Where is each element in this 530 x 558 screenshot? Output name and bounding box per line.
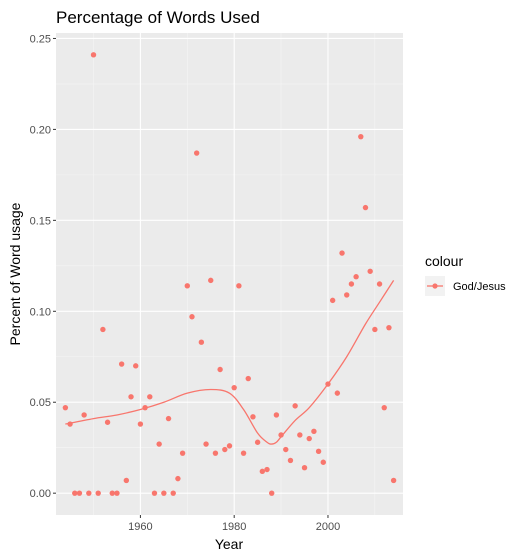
data-point xyxy=(86,490,92,496)
data-point xyxy=(81,412,87,418)
y-tick-label: 0.20 xyxy=(30,124,51,136)
data-point xyxy=(76,490,83,496)
data-point xyxy=(353,274,359,280)
data-point xyxy=(100,326,106,333)
data-point xyxy=(301,465,308,471)
data-point xyxy=(179,450,186,456)
x-tick-label: 1960 xyxy=(128,521,152,533)
data-point xyxy=(175,475,181,482)
y-axis: 0.00 0.05 0.10 0.15 0.20 0.25 xyxy=(30,33,56,500)
data-point xyxy=(137,421,144,427)
data-point xyxy=(250,414,256,420)
data-point xyxy=(203,441,209,447)
data-point xyxy=(90,52,97,58)
data-point xyxy=(287,457,294,464)
data-point xyxy=(283,446,289,453)
data-point xyxy=(372,326,378,333)
data-point xyxy=(339,250,345,256)
x-tick-label: 1980 xyxy=(222,521,246,533)
y-tick-label: 0.15 xyxy=(30,215,51,227)
y-tick-label: 0.05 xyxy=(30,397,51,409)
x-tick-label: 2000 xyxy=(316,521,340,533)
data-point xyxy=(231,384,237,391)
data-point xyxy=(367,268,373,274)
data-point xyxy=(123,477,130,484)
data-point xyxy=(376,281,383,287)
data-point xyxy=(240,450,247,456)
data-point xyxy=(222,446,228,453)
data-point xyxy=(386,324,392,331)
data-point xyxy=(259,468,266,475)
plot-panel xyxy=(56,33,403,515)
data-point xyxy=(236,283,242,289)
legend-key-point xyxy=(432,283,438,289)
legend-title: colour xyxy=(425,253,463,269)
data-point xyxy=(362,204,369,211)
x-axis: 1960 1980 2000 xyxy=(128,515,340,533)
data-point xyxy=(208,277,214,284)
data-point xyxy=(254,439,261,445)
x-axis-title: Year xyxy=(215,536,244,552)
data-point xyxy=(292,403,298,409)
data-point xyxy=(198,339,205,345)
data-point xyxy=(147,394,153,400)
data-point xyxy=(306,435,312,442)
grid xyxy=(56,33,403,515)
data-point xyxy=(278,432,284,438)
data-point xyxy=(67,421,73,427)
data-point xyxy=(245,375,251,382)
data-point xyxy=(226,443,233,449)
data-point xyxy=(269,490,275,496)
data-point xyxy=(390,477,397,484)
data-point xyxy=(156,441,162,447)
data-point xyxy=(329,297,336,304)
y-tick-label: 0.00 xyxy=(30,488,51,500)
data-point xyxy=(133,363,139,369)
points-layer xyxy=(62,52,397,496)
data-point xyxy=(118,361,125,367)
data-point xyxy=(217,366,223,373)
data-point xyxy=(95,490,101,496)
legend-label-god-jesus: God/Jesus xyxy=(453,281,506,293)
data-point xyxy=(212,450,219,456)
legend: colour God/Jesus xyxy=(425,253,506,296)
data-point xyxy=(170,490,176,496)
data-point xyxy=(344,292,350,298)
data-point xyxy=(62,404,69,411)
data-point xyxy=(297,432,303,438)
data-point xyxy=(320,459,326,465)
data-point xyxy=(315,448,322,455)
data-point xyxy=(348,281,355,287)
data-point xyxy=(142,404,148,411)
data-point xyxy=(334,390,341,396)
y-tick-label: 0.25 xyxy=(30,33,51,45)
data-point xyxy=(311,428,317,435)
data-point xyxy=(114,490,120,496)
data-point xyxy=(109,490,115,496)
data-point xyxy=(381,404,387,411)
data-point xyxy=(358,133,364,140)
data-point xyxy=(193,150,200,156)
y-tick-label: 0.10 xyxy=(30,306,51,318)
data-point xyxy=(72,490,78,496)
data-point xyxy=(273,412,280,418)
data-point xyxy=(165,415,172,422)
data-point xyxy=(161,490,167,496)
y-axis-title: Percent of Word usage xyxy=(7,202,23,345)
chart-title: Percentage of Words Used xyxy=(56,8,260,27)
data-point xyxy=(325,381,331,387)
data-point xyxy=(184,283,190,289)
data-point xyxy=(104,419,111,425)
data-point xyxy=(151,490,158,496)
data-point xyxy=(189,314,195,320)
data-point xyxy=(264,466,270,473)
data-point xyxy=(128,394,134,400)
